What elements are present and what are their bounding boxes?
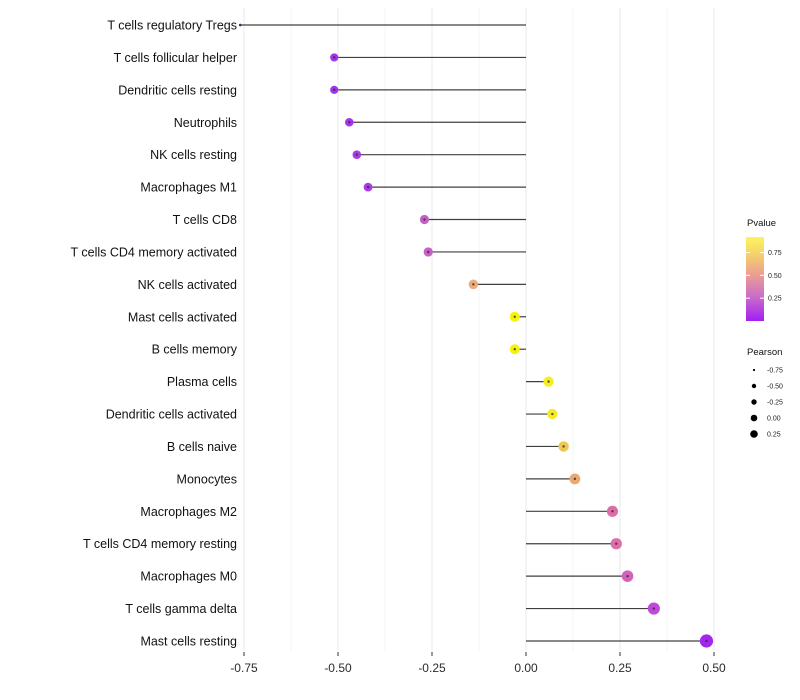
y-axis-label: Dendritic cells resting <box>118 83 237 97</box>
lollipop-rows <box>238 23 714 648</box>
y-axis-label: T cells gamma delta <box>125 602 237 616</box>
lollipop-row <box>330 53 526 62</box>
x-tick-label: -0.25 <box>418 661 446 675</box>
pearson-legend-label: -0.75 <box>767 368 783 375</box>
dot-center <box>423 218 426 221</box>
dot-center <box>427 250 430 254</box>
y-axis-label: NK cells activated <box>138 278 237 292</box>
legend-pvalue: Pvalue 0.75 0.50 0.25 <box>746 218 782 321</box>
dot-center <box>652 607 656 610</box>
pvalue-tick-label: 0.75 <box>768 250 782 257</box>
y-axis-label: Neutrophils <box>174 116 237 130</box>
y-axis-label: B cells memory <box>152 343 238 357</box>
lollipop-row <box>423 247 526 257</box>
x-axis: -0.75 -0.50 -0.25 0.00 0.25 0.50 <box>230 652 726 675</box>
lollipop-row <box>352 150 526 159</box>
lollipop-row <box>526 602 660 615</box>
pvalue-colorbar <box>746 237 764 321</box>
pearson-legend-dot <box>751 383 757 389</box>
dot-center <box>333 56 336 59</box>
pvalue-colorbar-ticks: 0.75 0.50 0.25 <box>746 250 782 303</box>
lollipop-row <box>526 408 558 420</box>
dot-center <box>333 88 336 92</box>
dot-center <box>705 639 708 643</box>
y-axis-label: B cells naive <box>167 440 237 454</box>
lollipop-row <box>509 344 526 355</box>
x-tick-label: 0.00 <box>514 661 538 675</box>
lollipop-row <box>526 376 554 387</box>
pearson-legend-label: -0.50 <box>767 384 783 391</box>
y-axis-label: T cells regulatory Tregs <box>107 19 237 33</box>
dot-center <box>573 477 577 481</box>
lollipop-row <box>526 473 581 485</box>
legend-pearson: Pearson -0.75 -0.50 -0.25 0.00 0.25 <box>747 347 783 439</box>
pearson-legend-label: 0.00 <box>767 416 781 423</box>
pvalue-legend-title: Pvalue <box>747 218 776 229</box>
pearson-legend-title: Pearson <box>747 347 782 358</box>
dot-center <box>513 315 516 318</box>
pearson-legend-items: -0.75 -0.50 -0.25 0.00 0.25 <box>750 368 783 439</box>
dot-center <box>547 380 550 383</box>
dot-center <box>562 445 565 448</box>
pearson-legend-label: -0.25 <box>767 400 783 407</box>
dot-center <box>611 510 614 513</box>
y-axis-label: Macrophages M1 <box>140 181 237 195</box>
lollipop-row <box>526 570 634 582</box>
y-axis-label: Dendritic cells activated <box>106 408 237 422</box>
y-axis-label: Macrophages M0 <box>140 570 237 584</box>
dot-center <box>626 574 629 578</box>
dot-center <box>366 185 370 189</box>
lollipop-row <box>526 505 619 517</box>
lollipop-row <box>419 214 526 225</box>
lollipop-row <box>526 538 622 550</box>
x-tick-label: -0.75 <box>230 661 258 675</box>
y-axis-label: T cells CD4 memory activated <box>71 245 238 259</box>
dot-center <box>472 283 475 286</box>
y-axis-labels: T cells regulatory Tregs T cells follicul… <box>71 19 238 649</box>
pearson-legend-dot <box>750 430 758 438</box>
lollipop-row <box>526 634 714 648</box>
lollipop-row <box>238 23 526 27</box>
lollipop-row <box>526 441 569 452</box>
lollipop-row <box>344 117 526 127</box>
pearson-legend-dot <box>751 399 757 405</box>
pearson-legend-dot <box>750 414 758 422</box>
x-tick-label: -0.50 <box>324 661 352 675</box>
pvalue-tick-label: 0.50 <box>768 273 782 280</box>
y-axis-label: Plasma cells <box>167 375 237 389</box>
y-axis-label: T cells CD8 <box>173 213 237 227</box>
pearson-legend-label: 0.25 <box>767 432 781 439</box>
y-axis-label: Mast cells resting <box>140 634 237 648</box>
lollipop-row <box>363 182 526 192</box>
y-axis-label: NK cells resting <box>150 148 237 162</box>
y-axis-label: Mast cells activated <box>128 310 237 324</box>
lollipop-row <box>468 279 526 290</box>
lollipop-row <box>330 85 526 94</box>
dot-center <box>239 23 242 27</box>
lollipop-row <box>509 311 526 322</box>
pvalue-tick-label: 0.25 <box>768 296 782 303</box>
x-tick-label: 0.25 <box>608 661 632 675</box>
y-axis-label: Macrophages M2 <box>140 505 237 519</box>
dot-center <box>615 542 618 545</box>
y-axis-label: Monocytes <box>177 472 237 486</box>
gridlines <box>243 8 715 651</box>
dot-center <box>348 121 351 124</box>
y-axis-label: T cells CD4 memory resting <box>83 537 237 551</box>
x-tick-label: 0.50 <box>702 661 726 675</box>
y-axis-label: T cells follicular helper <box>114 51 237 65</box>
pearson-legend-dot <box>752 368 756 372</box>
dot-center <box>513 348 516 351</box>
dot-center <box>355 153 358 156</box>
dot-center <box>551 412 554 416</box>
